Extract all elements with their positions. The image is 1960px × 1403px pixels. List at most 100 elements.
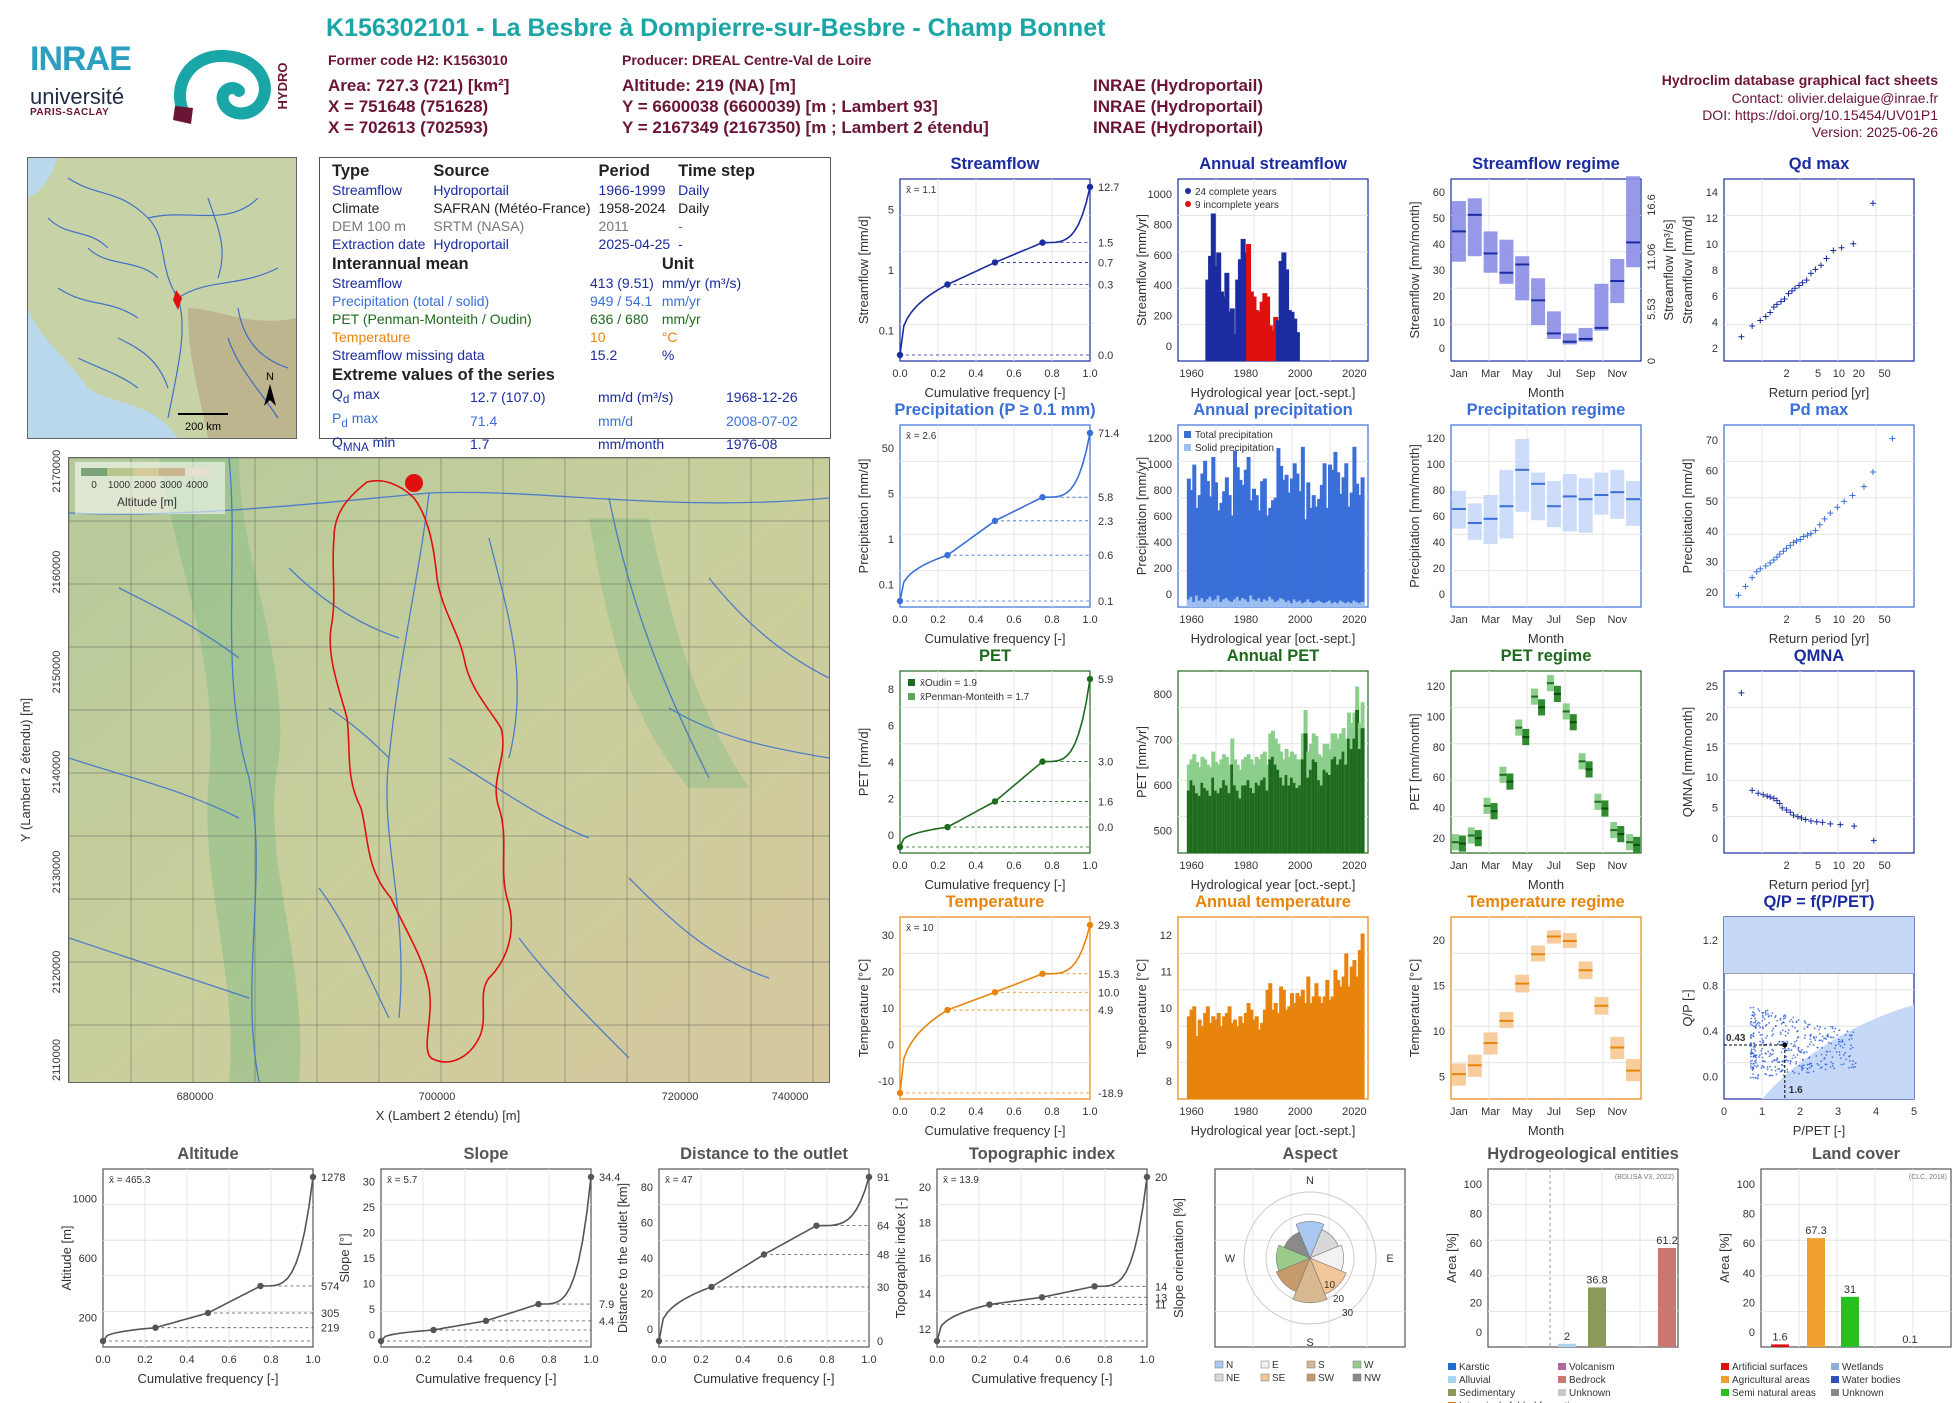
qp-point bbox=[1809, 1024, 1811, 1026]
cell: SRTM (NASA) bbox=[429, 217, 594, 235]
qp-point bbox=[1766, 1035, 1768, 1037]
y-tick-label: 60 bbox=[641, 1217, 653, 1229]
qp-point bbox=[1783, 1018, 1785, 1020]
qp-point bbox=[1790, 1061, 1792, 1063]
x-axis-label: Cumulative frequency [-] bbox=[416, 1371, 557, 1386]
qp-point bbox=[1854, 1066, 1856, 1068]
x-tick-label: 1.0 bbox=[1082, 860, 1097, 872]
qp-point bbox=[1817, 1047, 1819, 1049]
chart-title: Slope bbox=[464, 1145, 509, 1163]
qp-point bbox=[1777, 1044, 1779, 1046]
x-tick-label: Nov bbox=[1607, 614, 1627, 626]
quantile-point bbox=[1091, 1283, 1097, 1289]
cell: Extraction date bbox=[328, 235, 429, 253]
qp-point bbox=[1787, 1071, 1789, 1073]
qp-point bbox=[1817, 1025, 1819, 1027]
x-tick-label: Jan bbox=[1450, 1106, 1468, 1118]
qp-point bbox=[1821, 1054, 1823, 1056]
y-tick-label: 8 bbox=[888, 684, 894, 696]
mean-value: 413 (9.51) bbox=[586, 274, 658, 292]
regime-box bbox=[1563, 474, 1577, 531]
chart-title: PET regime bbox=[1501, 647, 1592, 665]
qp-label-x: 1.6 bbox=[1789, 1085, 1803, 1096]
cell: Streamflow bbox=[328, 181, 429, 199]
quantile-label: 11 bbox=[1155, 1300, 1166, 1312]
qp-point bbox=[1768, 1022, 1770, 1024]
qp-point bbox=[1836, 1034, 1838, 1036]
x-tick-label: 0.4 bbox=[968, 614, 983, 626]
legend-label: Water bodies bbox=[1842, 1375, 1901, 1386]
x-tick-label: 0.6 bbox=[1006, 860, 1021, 872]
qp-point bbox=[1762, 1060, 1764, 1062]
y-tick-label: 80 bbox=[1470, 1209, 1482, 1221]
qp-point bbox=[1835, 1045, 1837, 1047]
qp-point bbox=[1788, 1050, 1790, 1052]
qp-point bbox=[1770, 1043, 1772, 1045]
quantile-label: 0.1 bbox=[1098, 596, 1113, 608]
x-tick-label: 0.2 bbox=[693, 1354, 708, 1366]
x-axis-label: Hydrological year [oct.-sept.] bbox=[1191, 385, 1356, 400]
x-tick-label: 0.0 bbox=[651, 1354, 666, 1366]
minimap-scale-label: 200 km bbox=[185, 421, 221, 433]
map-xtick: 700000 bbox=[419, 1091, 456, 1103]
legend-label: W bbox=[1364, 1360, 1374, 1371]
legend-label: Sedimentary bbox=[1459, 1388, 1515, 1399]
y-tick-label: 40 bbox=[1743, 1268, 1755, 1280]
qp-point bbox=[1829, 1051, 1831, 1053]
qp-point bbox=[1780, 1033, 1782, 1035]
qp-point bbox=[1753, 1046, 1755, 1048]
y-tick-label: 10 bbox=[1433, 317, 1445, 329]
x-axis-label: Month bbox=[1528, 631, 1564, 646]
qp-point bbox=[1755, 1057, 1757, 1059]
x-tick-label: 1960 bbox=[1179, 1106, 1203, 1118]
y-tick-label: 25 bbox=[363, 1202, 375, 1214]
cell: 2025-04-25 bbox=[595, 235, 675, 253]
qp-point bbox=[1761, 1020, 1763, 1022]
y-tick-label: 5 bbox=[1439, 1071, 1445, 1083]
quantile-point bbox=[1087, 922, 1093, 928]
map-ytick: 2150000 bbox=[51, 651, 63, 694]
qp-point bbox=[1796, 1040, 1798, 1042]
qp-point bbox=[1771, 1069, 1773, 1071]
source-3: INRAE (Hydroportail) bbox=[1093, 118, 1263, 138]
x-tick-label: Mar bbox=[1481, 860, 1500, 872]
y-tick-label: 60 bbox=[1433, 187, 1445, 199]
x-tick-label: 50 bbox=[1879, 368, 1891, 380]
qp-point bbox=[1834, 1047, 1836, 1049]
qp-point bbox=[1755, 1059, 1757, 1061]
qp-point bbox=[1844, 1043, 1846, 1045]
qp-point bbox=[1788, 1029, 1790, 1031]
x-tick-label: 20 bbox=[1853, 614, 1865, 626]
quantile-point bbox=[944, 824, 950, 830]
qp-point bbox=[1776, 1020, 1778, 1022]
qp-point bbox=[1806, 1026, 1808, 1028]
source-2: INRAE (Hydroportail) bbox=[1093, 97, 1263, 117]
y-tick-label: 20 bbox=[1706, 587, 1718, 599]
x-axis-label: Hydrological year [oct.-sept.] bbox=[1191, 877, 1356, 892]
y-tick-label: 1.2 bbox=[1703, 935, 1718, 947]
x-tick-label: 0.6 bbox=[1006, 368, 1021, 380]
chart-title: Hydrogeological entities bbox=[1487, 1145, 1679, 1163]
quantile-point bbox=[1144, 1174, 1150, 1180]
y-axis-label: PET [mm/d] bbox=[856, 728, 871, 796]
quantile-label: 1.5 bbox=[1098, 238, 1113, 250]
y-tick-label: 2 bbox=[1712, 343, 1718, 355]
x-tick-label: 0.8 bbox=[819, 1354, 834, 1366]
y-tick-label: 20 bbox=[1706, 712, 1718, 724]
regime-box bbox=[1515, 256, 1529, 300]
right-tick-label: 5.53 bbox=[1646, 298, 1658, 319]
quantile-label: 64 bbox=[877, 1221, 889, 1233]
y-tick-label: 10 bbox=[1706, 239, 1718, 251]
precipitation-chart: Precipitation (P ≥ 0.1 mm)Cumulative fre… bbox=[852, 401, 1132, 663]
extreme-value: 71.4 bbox=[466, 409, 594, 433]
qp-point bbox=[1795, 1063, 1797, 1065]
qp-point bbox=[1783, 1074, 1785, 1076]
y-tick-label: 0 bbox=[1439, 589, 1445, 601]
qp-label-y: 0.43 bbox=[1726, 1033, 1746, 1044]
cell: Daily bbox=[674, 199, 759, 217]
